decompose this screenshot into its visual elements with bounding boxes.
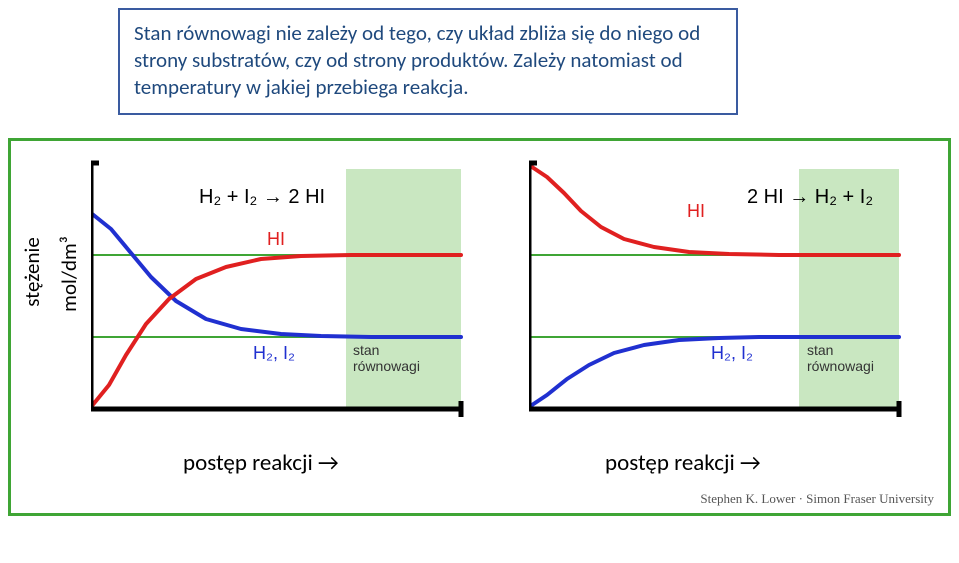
eq-label-1: stan	[353, 342, 379, 358]
chart-frame: stężenie mol/dm³ H₂ + I₂ → 2 HI HI H₂, I₂ s…	[8, 138, 951, 516]
x-label-left: postęp reakcji →	[183, 449, 339, 477]
chart-title: H₂ + I₂ → 2 HI	[199, 186, 325, 208]
eq-label-2: równowagi	[353, 358, 420, 374]
chart-right-svg: 2 HI → H₂ + I₂ HI H₂, I₂ stanrównowagi	[529, 159, 939, 439]
y-axis-labels: stężenie	[15, 189, 41, 369]
info-text: Stan równowagi nie zależy od tego, czy u…	[134, 20, 722, 101]
y-label-stezenie: stężenie	[19, 237, 45, 307]
x-label-right: postęp reakcji →	[605, 449, 761, 477]
chart-title: 2 HI → H₂ + I₂	[747, 186, 873, 208]
eq-label-1: stan	[807, 342, 833, 358]
credit-text: Stephen K. Lower · Simon Fraser Universi…	[700, 491, 934, 507]
y-axis-labels-2: mol/dm³	[45, 189, 71, 369]
h2i2-label: H₂, I₂	[253, 343, 295, 363]
hi-label: HI	[267, 229, 285, 249]
y-label-units: mol/dm³	[56, 236, 82, 312]
info-textbox: Stan równowagi nie zależy od tego, czy u…	[118, 8, 738, 115]
h2i2-label: H₂, I₂	[711, 343, 753, 363]
chart-right: 2 HI → H₂ + I₂ HI H₂, I₂ stanrównowagi	[529, 159, 939, 439]
eq-label-2: równowagi	[807, 358, 874, 374]
chart-left: H₂ + I₂ → 2 HI HI H₂, I₂ stanrównowagi	[91, 159, 501, 439]
chart-left-svg: H₂ + I₂ → 2 HI HI H₂, I₂ stanrównowagi	[91, 159, 501, 439]
hi-label: HI	[687, 201, 705, 221]
